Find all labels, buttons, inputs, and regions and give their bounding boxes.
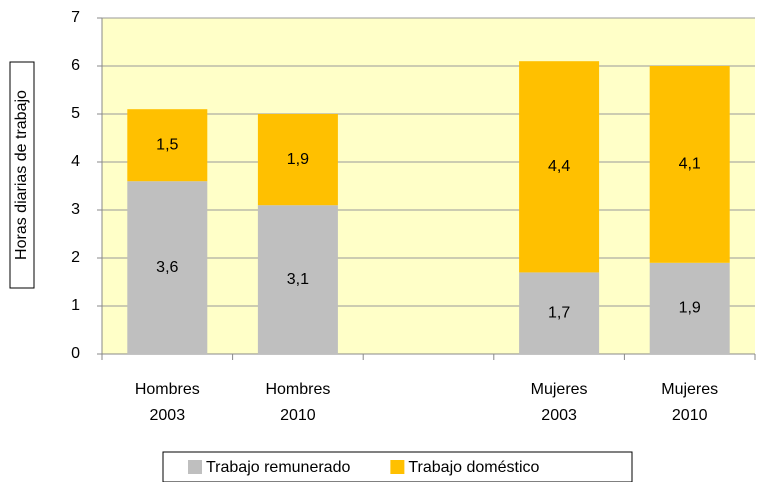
- y-tick-label: 2: [71, 249, 80, 266]
- bar-segment: [519, 61, 600, 273]
- y-tick-label: 4: [71, 153, 80, 170]
- x-tick-label: Hombres: [135, 381, 200, 398]
- legend-label: Trabajo doméstico: [408, 459, 539, 476]
- bar-segment: [519, 272, 600, 354]
- x-tick-label: 2010: [280, 407, 316, 424]
- x-tick-label: 2003: [150, 407, 186, 424]
- y-tick-label: 1: [71, 297, 80, 314]
- legend-label: Trabajo remunerado: [206, 459, 350, 476]
- value-label: 1,9: [287, 151, 309, 168]
- value-label: 1,5: [156, 136, 178, 153]
- plot-area: [102, 18, 755, 354]
- value-label: 1,9: [679, 300, 701, 317]
- x-tick-label: 2010: [672, 407, 708, 424]
- value-label: 4,4: [548, 158, 570, 175]
- x-tick-label: Hombres: [265, 381, 330, 398]
- value-label: 3,6: [156, 259, 178, 276]
- value-label: 1,7: [548, 304, 570, 321]
- x-tick-label: 2003: [541, 407, 577, 424]
- y-tick-label: 6: [71, 57, 80, 74]
- value-label: 3,1: [287, 271, 309, 288]
- y-tick-label: 7: [71, 9, 80, 26]
- x-tick-label: Mujeres: [661, 381, 718, 398]
- legend-swatch: [390, 460, 405, 474]
- bar-segment: [257, 205, 338, 354]
- bar-segment: [127, 109, 208, 182]
- bar-segment: [649, 66, 730, 263]
- x-tick-label: Mujeres: [531, 381, 588, 398]
- bar-segment: [649, 262, 730, 354]
- legend-swatch: [188, 460, 202, 474]
- y-tick-label: 3: [71, 201, 80, 218]
- bar-segment: [127, 181, 208, 354]
- y-axis-label: Horas diarias de trabajo: [13, 90, 30, 260]
- y-tick-label: 5: [71, 105, 80, 122]
- y-tick-label: 0: [71, 345, 80, 362]
- value-label: 4,1: [679, 156, 701, 173]
- bar-segment: [257, 114, 338, 206]
- y-label-box: [9, 61, 35, 289]
